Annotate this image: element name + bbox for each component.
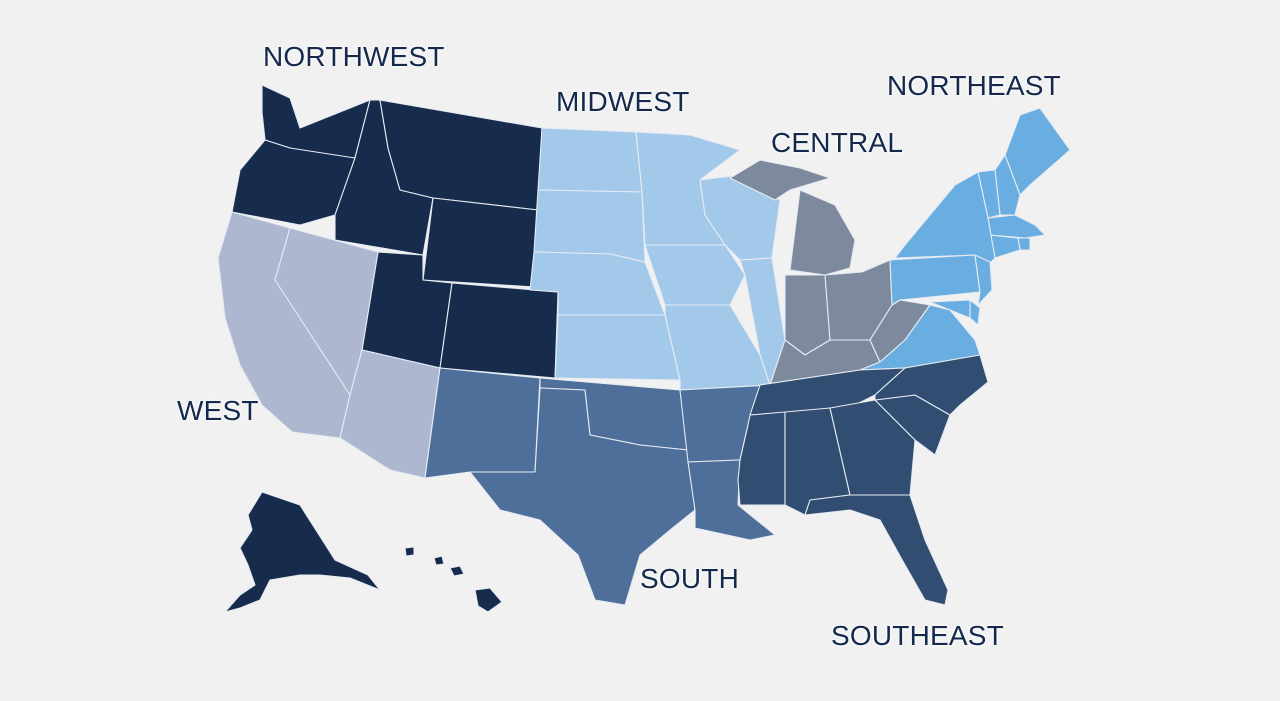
state-alaska[interactable] [224,491,381,613]
region-south[interactable] [424,367,776,606]
state-north-dakota[interactable] [537,127,643,193]
state-oregon[interactable] [231,139,356,226]
region-label-south: SOUTH [640,563,739,594]
region-label-southeast: SOUTHEAST [831,620,1004,651]
state-massachusetts[interactable] [987,214,1046,239]
state-hawaii[interactable] [404,546,503,613]
state-new-mexico[interactable] [424,367,541,479]
region-label-west: WEST [177,395,259,426]
state-maryland[interactable] [929,299,971,319]
region-midwest[interactable] [529,127,786,391]
region-northeast[interactable] [859,107,1071,371]
region-label-midwest: MIDWEST [556,86,690,117]
state-kansas[interactable] [554,314,681,381]
state-michigan[interactable] [729,159,856,276]
region-southeast[interactable] [737,354,989,606]
state-new-york[interactable] [894,171,996,269]
region-label-central: CENTRAL [771,127,904,158]
region-west[interactable] [217,211,441,479]
state-texas[interactable] [469,387,696,606]
state-new-jersey[interactable] [974,254,993,306]
state-pennsylvania[interactable] [889,254,981,306]
region-northwest[interactable] [224,84,559,613]
state-north-carolina[interactable] [874,354,989,416]
state-wyoming[interactable] [422,197,539,288]
state-colorado[interactable] [439,282,559,379]
region-central[interactable] [729,159,931,386]
state-iowa[interactable] [644,244,746,306]
state-south-dakota[interactable] [533,189,646,263]
region-label-northeast: NORTHEAST [887,70,1061,101]
state-florida[interactable] [804,494,949,606]
state-indiana[interactable] [784,274,831,356]
region-label-northwest: NORTHWEST [263,41,445,72]
state-georgia[interactable] [829,399,916,496]
